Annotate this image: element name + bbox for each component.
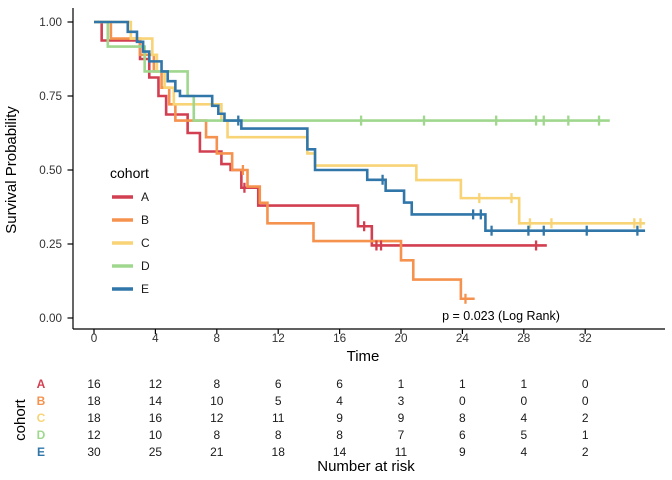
y-tick-label: 0.00	[39, 312, 62, 325]
risk-value: 1	[520, 377, 527, 391]
risk-value: 18	[272, 445, 286, 459]
risk-value: 2	[582, 411, 589, 425]
legend-label-A: A	[141, 190, 149, 204]
risk-table-ylabel: cohort	[12, 398, 29, 441]
risk-value: 18	[87, 394, 101, 408]
risk-value: 10	[149, 428, 163, 442]
risk-value: 9	[459, 445, 466, 459]
risk-value: 25	[149, 445, 163, 459]
x-tick-label: 28	[517, 332, 530, 345]
survival-curves	[94, 20, 646, 301]
y-tick-label: 0.25	[39, 238, 62, 251]
risk-value: 11	[395, 445, 408, 459]
x-tick-label: 12	[272, 332, 285, 345]
risk-value: 14	[333, 445, 347, 459]
risk-value: 12	[210, 411, 224, 425]
survival-curve-E	[94, 20, 646, 232]
y-tick-label: 1.00	[39, 16, 62, 29]
risk-value: 16	[87, 377, 101, 391]
risk-value: 11	[272, 411, 285, 425]
risk-value: 4	[520, 445, 527, 459]
risk-value: 8	[459, 411, 466, 425]
risk-value: 10	[210, 394, 224, 408]
risk-value: 18	[87, 411, 101, 425]
x-tick-label: 16	[333, 332, 346, 345]
y-axis-title: Survival Probability	[3, 106, 20, 234]
x-axis-ticks: 0 4 8 12 16 20 24 28 32	[91, 329, 592, 345]
x-tick-label: 4	[152, 332, 159, 345]
risk-row-label-C: C	[37, 411, 46, 425]
risk-value: 6	[459, 428, 466, 442]
risk-value: 8	[213, 428, 220, 442]
risk-value: 5	[520, 428, 527, 442]
legend-label-B: B	[141, 213, 149, 227]
legend-label-E: E	[141, 282, 149, 296]
risk-value: 2	[582, 445, 589, 459]
risk-value: 1	[398, 377, 405, 391]
y-tick-label: 0.75	[39, 90, 62, 103]
risk-value: 16	[149, 411, 163, 425]
risk-value: 21	[210, 445, 224, 459]
risk-value: 12	[149, 377, 163, 391]
risk-value: 7	[398, 428, 405, 442]
risk-table: Number at risk cohort A 16 12 8 6 6 1 1 1 0B 18 14 1…	[12, 377, 589, 475]
risk-value: 6	[275, 377, 282, 391]
risk-value: 6	[336, 377, 343, 391]
legend-title: cohort	[110, 165, 149, 181]
risk-row-label-E: E	[37, 445, 45, 459]
risk-value: 12	[87, 428, 101, 442]
survival-curve-D	[94, 20, 610, 122]
risk-value: 8	[213, 377, 220, 391]
y-tick-label: 0.50	[39, 164, 62, 177]
survival-curve-A	[94, 20, 547, 247]
risk-table-rows: A 16 12 8 6 6 1 1 1 0B 18 14 10 5 4 3 0 0 0C 18 16 12 11 9 9 8 4 2D…	[37, 377, 589, 459]
risk-value: 0	[582, 377, 589, 391]
y-axis-ticks: 0.00 0.25 0.50 0.75 1.00	[39, 16, 73, 325]
x-tick-label: 24	[456, 332, 470, 345]
p-value-annotation: p = 0.023 (Log Rank)	[442, 309, 560, 323]
plot-area: 0.00 0.25 0.50 0.75 1.00 0 4 8 12 16 20 24 28 32 Sur…	[3, 8, 665, 365]
risk-table-title: Number at risk	[317, 458, 415, 475]
risk-value: 0	[582, 394, 589, 408]
survival-curve-B	[94, 20, 475, 301]
risk-value: 0	[520, 394, 527, 408]
legend-label-D: D	[141, 259, 150, 273]
risk-row-label-D: D	[37, 428, 46, 442]
legend-label-C: C	[141, 236, 150, 250]
x-tick-label: 20	[394, 332, 408, 345]
risk-row-label-A: A	[37, 377, 46, 391]
risk-value: 1	[582, 428, 589, 442]
risk-value: 1	[459, 377, 466, 391]
risk-value: 8	[275, 428, 282, 442]
risk-value: 14	[149, 394, 163, 408]
risk-value: 30	[87, 445, 101, 459]
risk-value: 8	[336, 428, 343, 442]
risk-value: 9	[398, 411, 405, 425]
x-tick-label: 32	[579, 332, 592, 345]
risk-value: 4	[336, 394, 343, 408]
x-tick-label: 0	[91, 332, 98, 345]
x-axis-title: Time	[347, 348, 380, 365]
risk-value: 0	[459, 394, 466, 408]
survival-curve-C	[94, 20, 646, 225]
risk-value: 9	[336, 411, 343, 425]
risk-row-label-B: B	[37, 394, 46, 408]
risk-value: 4	[520, 411, 527, 425]
risk-value: 5	[275, 394, 282, 408]
censor-marks	[237, 115, 642, 304]
x-tick-label: 8	[214, 332, 221, 345]
risk-value: 3	[398, 394, 405, 408]
